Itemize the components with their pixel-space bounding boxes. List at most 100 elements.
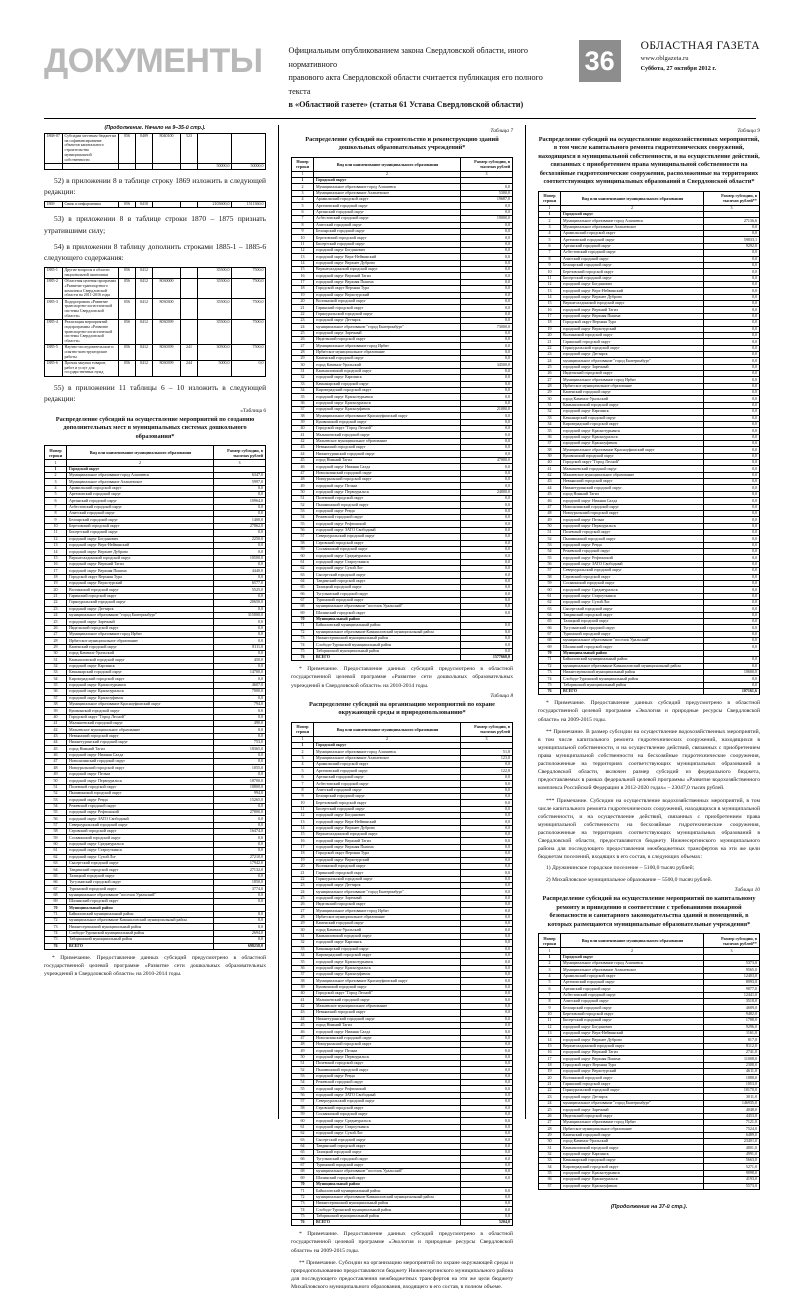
table-row: 9 Белоярский городской округ 0,0 (290, 792, 514, 801)
cell: 8111,0 (213, 643, 267, 652)
table-row: 71 Байкаловский муниципальный район 0,0 (290, 622, 514, 630)
table-8-subsidies-environment: Номер строки Вид или наименование муницип… (290, 721, 514, 1227)
cell: муниципальное образование "поселок Ураль… (312, 603, 462, 611)
table-row: 37 городской округ Красноуфимск 5573,0 (537, 1182, 760, 1190)
cell: Городской округ (559, 211, 705, 219)
table-8-head: Номер строки Вид или наименование муницип… (290, 721, 514, 744)
table-row: 59 Сосьвинский городской округ 0,0 (537, 579, 760, 588)
cell: 50000,0 (196, 162, 233, 170)
cell: 1885-2 (44, 277, 63, 300)
table-row: 67 Туринский городской округ 0,0 (290, 596, 514, 605)
cell: 7000,0 (213, 688, 267, 696)
cell: 0,0 (703, 643, 760, 651)
legal-line-3: в «Областной газете» (статья 61 Устава С… (288, 100, 524, 110)
table-row: 12 городской округ Богданович 2250,0 (44, 535, 267, 543)
cell: 0,0 (460, 507, 514, 516)
paper-identity: ОБЛАСТНАЯ ГАЗЕТА www.oblgazeta.ru Суббот… (635, 38, 760, 72)
table-row: 63 Сысертский городской округ 17942,0 (44, 859, 267, 868)
cell: муниципальное образование Камышловский м… (312, 628, 462, 636)
table-row: 7 Асбестовский городской округ 0,0 (537, 249, 760, 257)
table-row: 17 городской округ Верхняя Пышма 4440,0 (44, 567, 267, 575)
cell: 17942,0 (213, 859, 267, 868)
table-row: 10 Березовский городской округ 0,0 (290, 799, 514, 807)
table-row: 45 город Нижний Тагил 18365,0 (44, 745, 267, 753)
cell: городской округ Сухой Лог (65, 853, 215, 861)
cell: Муниципальное образование Алапаевское (559, 966, 705, 974)
amendment-table-1869: 1869 Связь и информатика 056 0410 2103600,0 1… (44, 201, 267, 209)
cell: 0,0 (703, 230, 760, 238)
table-row: 22 Горноуральский городской округ 0,0 (290, 875, 514, 883)
cell: муниципальное образование "город Екатери… (65, 611, 215, 620)
cell: городской округ Верхняя Пышма (65, 567, 215, 575)
cell: 0,0 (703, 554, 760, 562)
cell: 0,0 (703, 541, 760, 550)
cell: 0412 (135, 277, 153, 300)
table-row: 15 Верхнесалдинский городской округ 0,0 (290, 831, 514, 839)
cell: 0,0 (213, 891, 267, 900)
cell: городской округ Красноуральск (65, 688, 215, 696)
table-row: 58 Серовский городской округ 0,0 (537, 573, 760, 581)
table-row: 19 городской округ Верхотурский 6577,0 (44, 580, 267, 588)
cell: 7500,0 (231, 344, 267, 361)
cell: Муниципальное образование город Алапаевс… (312, 748, 462, 756)
table-row: 34 Кировградский городской округ 0,0 (44, 675, 267, 683)
cell: городской округ Староуткинск (65, 847, 215, 855)
table-row: 24 муниципальное образование "город Екате… (44, 611, 267, 620)
table-header-row: Номер строки Вид или наименование муницип… (537, 190, 760, 206)
cell: Бисертский городской округ (559, 1017, 705, 1025)
cell: Байкаловский муниципальный район (65, 910, 215, 919)
cell: 0,0 (460, 983, 514, 992)
cell: 0,0 (213, 898, 267, 906)
cell: 0,0 (213, 694, 267, 702)
table-10-head: Номер строки Вид или наименование муницип… (537, 933, 760, 955)
cell: городской округ Рефтинский (559, 554, 705, 562)
table-row: 9 Белоярский городской округ 1400,0 (44, 516, 267, 524)
table-row: 4 Арамильский городской округ 19687,0 (290, 196, 514, 204)
cell: Муниципальное образование город Ирбит (65, 630, 215, 639)
cell: муниципальное образование "поселок Ураль… (65, 891, 215, 900)
table-row: 27 Муниципальное образование город Ирбит 0… (44, 630, 267, 639)
cell: городской округ ЗАТО Свободный (312, 526, 462, 535)
cell: Волчанский городской округ (312, 862, 462, 871)
cell: городской округ Богданович (312, 246, 462, 255)
table-row: 32 городской округ Карпинск 0,0 (290, 939, 514, 947)
cell: 0,0 (213, 573, 267, 582)
cell: 1788,0 (703, 1017, 760, 1025)
cell: Малышевский городской округ (65, 719, 215, 728)
cell: 5000,0 (196, 359, 233, 377)
cell: Ивдельский городской округ (312, 901, 462, 909)
column-header: Вид или наименование муниципального обра… (559, 190, 705, 206)
cell: городской округ ЗАТО Свободный (559, 560, 705, 569)
table-row: 57 Североуральский городской округ 0,0 (537, 567, 760, 575)
cell: 0,0 (460, 824, 514, 833)
column-header: Вид или наименование муниципального обра… (312, 156, 462, 172)
cell: городской округ Краснотурьинск (65, 681, 215, 690)
cell: Асбестовский городской округ (312, 780, 462, 788)
cell: 2103600,0 (196, 201, 233, 209)
table-header-row: Номер строки Вид или наименование муницип… (290, 156, 514, 172)
cell: Кировградский городской округ (312, 951, 462, 960)
cell: 1577668,0 (460, 653, 514, 662)
column-header: Номер строки (537, 933, 561, 949)
table-row: 5 Артемовский городской округ 8093,0 (537, 978, 760, 987)
amendment-item-52: 52) в приложении 8 в таблице строку 1869… (44, 175, 267, 196)
column-container: (Продолжение. Начало на 9–35-й стр.). 18… (0, 119, 800, 1290)
table-row: 73 Нижнесергинский муниципальный район 0,0 (290, 634, 514, 643)
cell: 056 (118, 344, 136, 361)
cell: Серовский городской округ (65, 828, 215, 836)
cell: 59833,1 (703, 236, 760, 244)
cell: Белоярский городской округ (312, 227, 462, 236)
table-row: 12 городской округ Богданович 0,0 (290, 811, 514, 820)
table-row: 36 городской округ Красноуральск 7000,0 (44, 688, 267, 696)
table-row: 56 городской округ ЗАТО Свободный 0,0 (290, 526, 514, 535)
cell: Городской округ "Город Лесной" (65, 713, 215, 721)
table-row: 7 Асбестовский городской округ 0,0 (290, 780, 514, 788)
paper-website[interactable]: www.oblgazeta.ru (640, 55, 689, 62)
cell: 0412 (135, 344, 153, 361)
cell: Сысертский городской округ (65, 859, 215, 868)
cell: 0,0 (460, 539, 514, 547)
table-row: 48 Новоуральский городской округ 1055,0 (44, 764, 267, 772)
cell: городской округ Богданович (312, 811, 462, 820)
cell: Талицкий городской округ (312, 584, 462, 592)
cell: 51,8 (460, 748, 514, 756)
